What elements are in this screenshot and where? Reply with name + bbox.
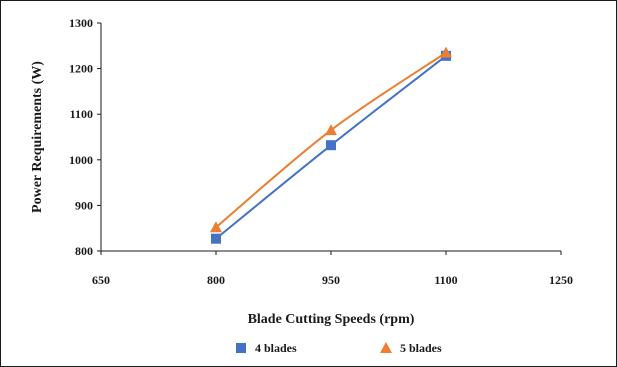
series-1-point-2 [440,46,452,58]
legend-label-0: 4 blades [255,341,297,355]
x-tick-label-0: 650 [92,273,110,287]
series-0-point-1 [326,140,336,151]
series-0 [211,50,451,244]
y-tick-label-2: 1000 [69,153,93,167]
series-line-1 [215,51,447,229]
y-tick-label-1: 900 [75,198,93,212]
legend-marker-1 [380,342,392,353]
legend-label-1: 5 blades [400,341,442,355]
series-1-point-0 [210,221,222,233]
x-tick-label-4: 1250 [549,273,573,287]
y-tick-label-0: 800 [75,244,93,258]
y-tick-label-3: 1100 [70,107,93,121]
legend-item-0: 4 blades [236,341,297,355]
y-axis-title: Power Requirements (W) [30,61,45,213]
x-tick-label-1: 800 [207,273,225,287]
series-1-point-1 [325,124,337,136]
x-tick-label-3: 1100 [434,273,457,287]
series-layer [210,46,452,244]
y-tick-label-4: 1200 [69,62,93,76]
x-axis-title: Blade Cutting Speeds (rpm) [248,312,415,327]
legend: 4 blades 5 blades [236,341,442,355]
y-ticks: 800 900 1000 1100 1200 1300 [69,16,101,258]
axes [100,23,561,252]
series-1 [210,46,452,233]
legend-item-1: 5 blades [380,341,442,355]
y-tick-label-5: 1300 [69,16,93,30]
series-0-point-0 [211,233,221,244]
legend-marker-0 [236,343,246,353]
x-tick-label-2: 950 [322,273,340,287]
x-ticks: 650 800 950 1100 1250 [92,251,573,287]
